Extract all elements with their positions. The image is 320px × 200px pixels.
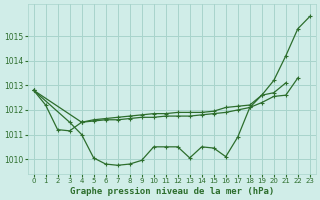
X-axis label: Graphe pression niveau de la mer (hPa): Graphe pression niveau de la mer (hPa) [69,187,274,196]
